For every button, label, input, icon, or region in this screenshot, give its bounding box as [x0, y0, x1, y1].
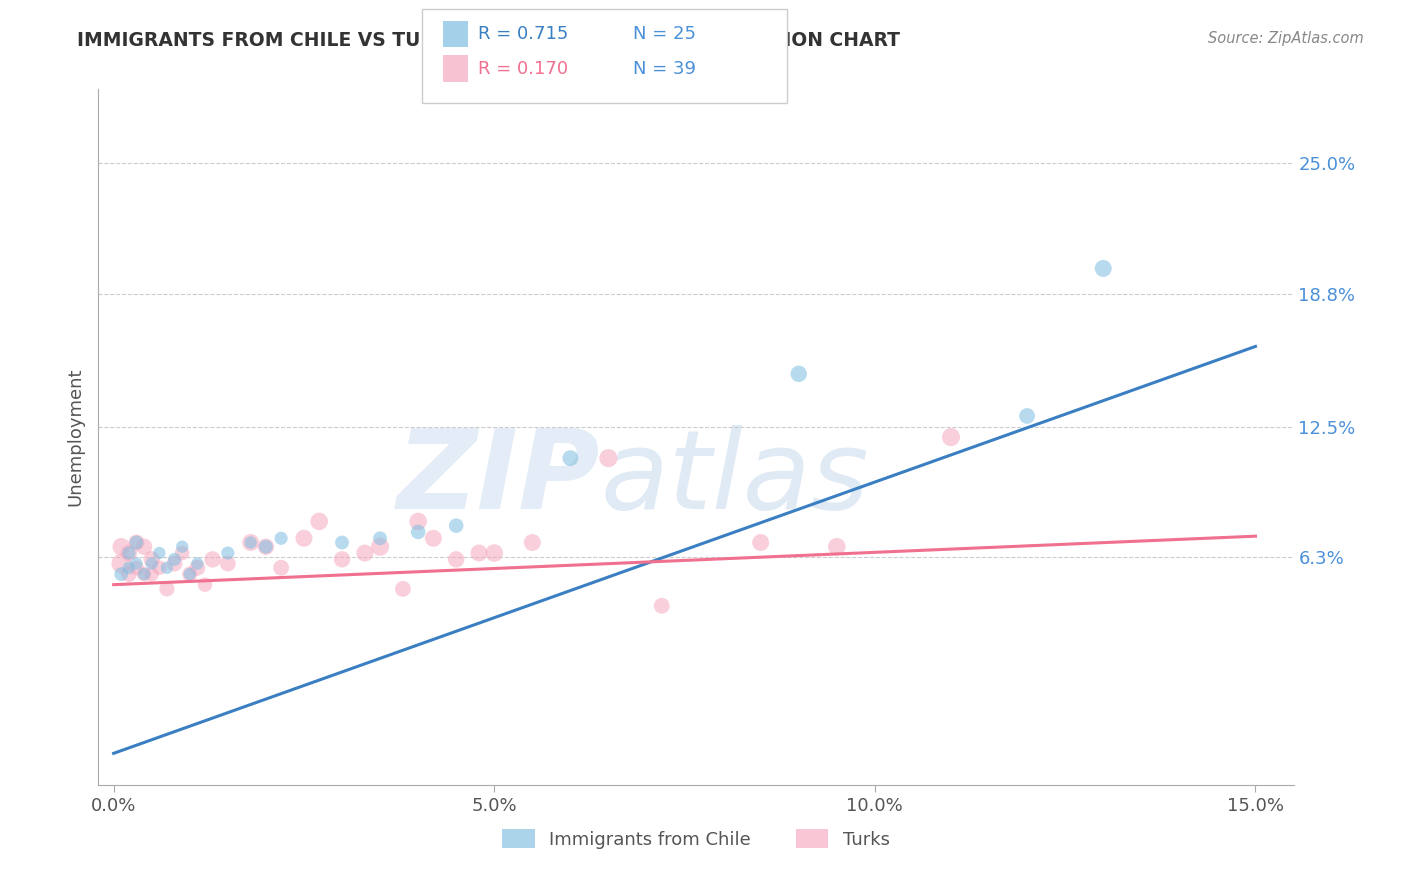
- Point: [194, 577, 217, 591]
- Point: [110, 567, 132, 582]
- Point: [787, 367, 810, 381]
- Point: [368, 540, 391, 554]
- Legend: Immigrants from Chile, Turks: Immigrants from Chile, Turks: [495, 822, 897, 856]
- Point: [156, 561, 179, 575]
- Point: [141, 567, 163, 582]
- Point: [148, 561, 170, 575]
- Point: [148, 546, 170, 560]
- Point: [172, 546, 194, 560]
- Point: [125, 557, 148, 571]
- Point: [422, 531, 444, 545]
- Point: [353, 546, 375, 560]
- Text: R = 0.170: R = 0.170: [478, 60, 568, 78]
- Point: [163, 557, 186, 571]
- Point: [118, 567, 141, 582]
- Point: [172, 540, 194, 554]
- Point: [110, 557, 132, 571]
- Point: [330, 552, 353, 566]
- Point: [254, 540, 277, 554]
- Point: [217, 546, 239, 560]
- Point: [118, 546, 141, 560]
- Point: [484, 546, 506, 560]
- Point: [141, 557, 163, 571]
- Point: [132, 567, 155, 582]
- Point: [125, 561, 148, 575]
- Point: [132, 540, 155, 554]
- Point: [330, 535, 353, 549]
- Point: [825, 540, 848, 554]
- Point: [141, 552, 163, 566]
- Point: [186, 561, 208, 575]
- Point: [163, 552, 186, 566]
- Point: [406, 515, 429, 529]
- Point: [651, 599, 673, 613]
- Point: [179, 567, 201, 582]
- Point: [254, 540, 277, 554]
- Point: [239, 535, 262, 549]
- Point: [939, 430, 962, 444]
- Point: [239, 535, 262, 549]
- Point: [110, 540, 132, 554]
- Point: [406, 524, 429, 539]
- Text: R = 0.715: R = 0.715: [478, 25, 568, 43]
- Point: [118, 561, 141, 575]
- Point: [118, 546, 141, 560]
- Point: [179, 567, 201, 582]
- Point: [270, 561, 292, 575]
- Text: IMMIGRANTS FROM CHILE VS TURKISH UNEMPLOYMENT CORRELATION CHART: IMMIGRANTS FROM CHILE VS TURKISH UNEMPLO…: [77, 31, 900, 50]
- Point: [156, 582, 179, 596]
- Point: [292, 531, 315, 545]
- Point: [125, 535, 148, 549]
- Y-axis label: Unemployment: Unemployment: [66, 368, 84, 507]
- Point: [217, 557, 239, 571]
- Point: [749, 535, 772, 549]
- Point: [598, 451, 620, 466]
- Point: [468, 546, 491, 560]
- Point: [132, 567, 155, 582]
- Point: [201, 552, 224, 566]
- Point: [308, 515, 330, 529]
- Point: [1092, 261, 1115, 276]
- Text: ZIP: ZIP: [396, 425, 600, 533]
- Point: [1017, 409, 1039, 423]
- Point: [270, 531, 292, 545]
- Text: N = 25: N = 25: [633, 25, 696, 43]
- Text: Source: ZipAtlas.com: Source: ZipAtlas.com: [1208, 31, 1364, 46]
- Point: [368, 531, 391, 545]
- Point: [444, 552, 467, 566]
- Point: [186, 557, 208, 571]
- Point: [522, 535, 544, 549]
- Point: [560, 451, 582, 466]
- Text: N = 39: N = 39: [633, 60, 696, 78]
- Text: atlas: atlas: [600, 425, 869, 533]
- Point: [125, 535, 148, 549]
- Point: [392, 582, 415, 596]
- Point: [444, 518, 467, 533]
